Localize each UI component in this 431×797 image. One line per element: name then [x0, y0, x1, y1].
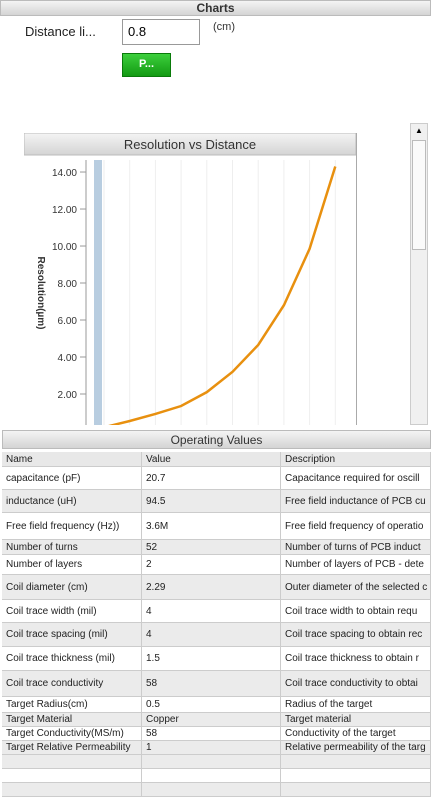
- table-cell: Capacitance required for oscill: [281, 467, 431, 489]
- table-cell: Target material: [281, 713, 431, 726]
- table-row: capacitance (pF) 20.7 Capacitance required…: [2, 467, 431, 490]
- table-cell: Description: [281, 452, 431, 466]
- y-tick-label: 10.00: [52, 242, 77, 253]
- chart: Resolution vs Distance Resolution(µm) 2.…: [24, 133, 357, 425]
- table-cell: [142, 755, 281, 768]
- table-cell: capacitance (pF): [2, 467, 142, 489]
- table-row: Target Conductivity(MS/m) 58 Conductivity …: [2, 727, 431, 741]
- y-tick-label: 8.00: [58, 279, 78, 290]
- y-tick-label: 14.00: [52, 168, 77, 179]
- y-axis-label: Resolution(µm): [35, 257, 46, 330]
- table-row: inductance (uH) 94.5 Free field inductance…: [2, 490, 431, 513]
- table-cell: Free field frequency (Hz)): [2, 513, 142, 539]
- table-cell: Number of layers of PCB - dete: [281, 555, 431, 574]
- table-cell: inductance (uH): [2, 490, 142, 512]
- table-cell: 4: [142, 600, 281, 622]
- line-series: [108, 166, 337, 425]
- empty-row: [2, 783, 431, 797]
- table-cell: 52: [142, 540, 281, 554]
- table-row: Coil trace width (mil) 4 Coil trace width …: [2, 600, 431, 623]
- table-cell: Relative permeability of the targ: [281, 741, 431, 754]
- table-row: Coil trace conductivity 58 Coil trace cond…: [2, 671, 431, 697]
- scrollbar[interactable]: ▲: [410, 123, 428, 425]
- table-cell: 94.5: [142, 490, 281, 512]
- table-cell: Number of layers: [2, 555, 142, 574]
- field-label: Distance li...: [25, 24, 96, 39]
- table-cell: Coil trace width to obtain requ: [281, 600, 431, 622]
- table-row: Coil trace spacing (mil) 4 Coil trace spac…: [2, 623, 431, 647]
- y-tick-label: 12.00: [52, 205, 77, 216]
- y-tick-label: 4.00: [58, 353, 78, 364]
- table-cell: Coil diameter (cm): [2, 575, 142, 599]
- table-cell: 0.5: [142, 697, 281, 712]
- table-cell: Coil trace thickness (mil): [2, 647, 142, 670]
- table-row: Coil trace thickness (mil) 1.5 Coil trace …: [2, 647, 431, 671]
- table-cell: Free field inductance of PCB cu: [281, 490, 431, 512]
- axis-band: [94, 160, 102, 425]
- table-row: Free field frequency (Hz)) 3.6M Free field…: [2, 513, 431, 540]
- table-row: Target Radius(cm) 0.5 Radius of the target: [2, 697, 431, 713]
- table-cell: 20.7: [142, 467, 281, 489]
- table-cell: 2: [142, 555, 281, 574]
- table-cell: Conductivity of the target: [281, 727, 431, 740]
- chart-header: [24, 133, 356, 156]
- table-header: Operating Values: [2, 430, 431, 449]
- table-cell: Radius of the target: [281, 697, 431, 712]
- table-cell: Name: [2, 452, 142, 466]
- table-cell: 1.5: [142, 647, 281, 670]
- table-row: Number of turns 52 Number of turns of PCB …: [2, 540, 431, 555]
- unit-label: (cm): [213, 21, 235, 33]
- empty-row: [2, 769, 431, 783]
- table-cell: Number of turns of PCB induct: [281, 540, 431, 554]
- table-cell: Coil trace spacing (mil): [2, 623, 142, 646]
- table-cell: Coil trace conductivity: [2, 671, 142, 696]
- table-cell: Number of turns: [2, 540, 142, 554]
- table-cell: Target Material: [2, 713, 142, 726]
- table-cell: 4: [142, 623, 281, 646]
- table-cell: Coil trace thickness to obtain r: [281, 647, 431, 670]
- table-cell: Target Relative Permeability: [2, 741, 142, 754]
- table-cell: 3.6M: [142, 513, 281, 539]
- table-cell: Free field frequency of operatio: [281, 513, 431, 539]
- table-cell: Coil trace conductivity to obtai: [281, 671, 431, 696]
- table-cell: 58: [142, 671, 281, 696]
- table-row: Target Material Copper Target material: [2, 713, 431, 727]
- table-cell: Target Radius(cm): [2, 697, 142, 712]
- table-cell: [2, 783, 142, 796]
- table-cell: Coil trace spacing to obtain rec: [281, 623, 431, 646]
- table-cell: [2, 755, 142, 768]
- y-tick-label: 6.00: [58, 316, 78, 327]
- empty-row: [2, 755, 431, 769]
- table-cell: Outer diameter of the selected c: [281, 575, 431, 599]
- table-cell: [281, 769, 431, 782]
- distance-input[interactable]: 0.8: [122, 19, 200, 45]
- table-row: Number of layers 2 Number of layers of PCB…: [2, 555, 431, 575]
- table-cell: Value: [142, 452, 281, 466]
- table-cell: Target Conductivity(MS/m): [2, 727, 142, 740]
- table-row: Target Relative Permeability 1 Relative pe…: [2, 741, 431, 755]
- table-cell: [281, 783, 431, 796]
- table-cell: Copper: [142, 713, 281, 726]
- table-row: Coil diameter (cm) 2.29 Outer diameter of …: [2, 575, 431, 600]
- plot-button[interactable]: P...: [122, 53, 171, 77]
- table-cell: [2, 769, 142, 782]
- table-cell: [142, 783, 281, 796]
- chart-title: Resolution vs Distance: [124, 137, 256, 152]
- table-head: Name Value Description: [2, 452, 431, 467]
- panel-header: Charts: [0, 0, 431, 16]
- table-cell: 58: [142, 727, 281, 740]
- y-tick-label: 2.00: [58, 390, 78, 401]
- table-cell: 2.29: [142, 575, 281, 599]
- table-cell: [142, 769, 281, 782]
- table-cell: [281, 755, 431, 768]
- table-cell: 1: [142, 741, 281, 754]
- table-cell: Coil trace width (mil): [2, 600, 142, 622]
